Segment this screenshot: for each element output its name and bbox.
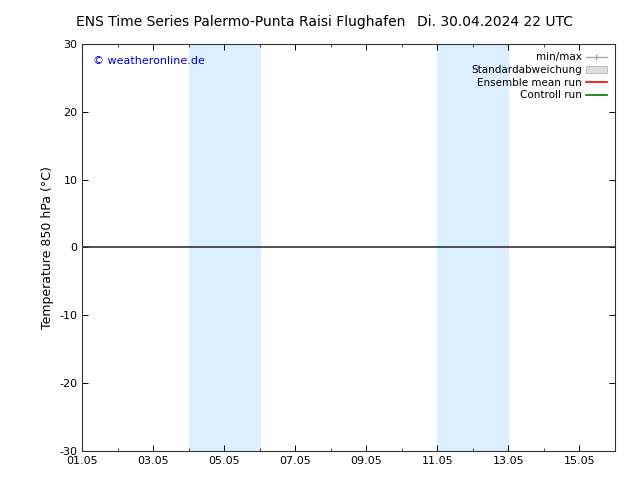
Text: Di. 30.04.2024 22 UTC: Di. 30.04.2024 22 UTC — [417, 15, 573, 29]
Bar — [189, 44, 260, 451]
Legend: min/max, Standardabweichung, Ensemble mean run, Controll run: min/max, Standardabweichung, Ensemble me… — [468, 49, 610, 103]
Text: © weatheronline.de: © weatheronline.de — [93, 56, 205, 66]
Text: ENS Time Series Palermo-Punta Raisi Flughafen: ENS Time Series Palermo-Punta Raisi Flug… — [76, 15, 406, 29]
Bar — [437, 44, 508, 451]
Y-axis label: Temperature 850 hPa (°C): Temperature 850 hPa (°C) — [41, 166, 54, 329]
